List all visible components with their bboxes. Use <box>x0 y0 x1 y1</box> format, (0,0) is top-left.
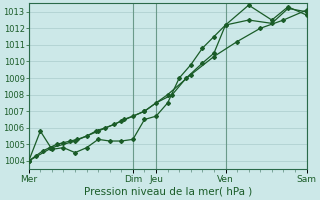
X-axis label: Pression niveau de la mer( hPa ): Pression niveau de la mer( hPa ) <box>84 187 252 197</box>
